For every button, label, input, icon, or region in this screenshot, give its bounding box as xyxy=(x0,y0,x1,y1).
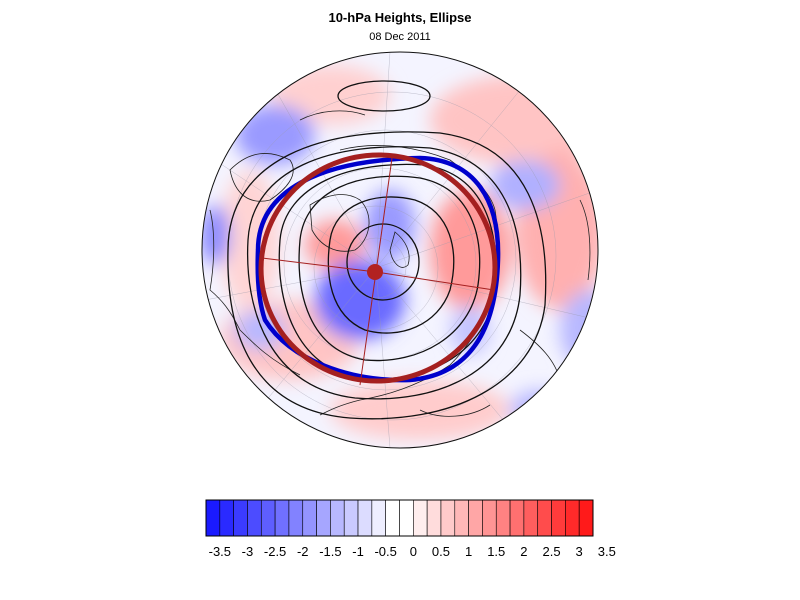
colorbar-cell xyxy=(357,499,373,537)
colorbar-cell xyxy=(233,499,248,537)
colorbar-labels: -3.5 -3 -2.5 -2 -1.5 -1 -0.5 0 0.5 1 1.5 2 2.5 3 3.5 xyxy=(209,544,616,559)
colorbar-tick-label: 1.5 xyxy=(487,544,505,559)
colorbar-cell xyxy=(413,499,428,537)
ellipse-center-marker xyxy=(367,264,383,280)
colorbar-cell xyxy=(551,499,566,537)
colorbar-tick-label: 0.5 xyxy=(432,544,450,559)
colorbar-cells xyxy=(205,499,594,537)
colorbar-tick-label: 3.5 xyxy=(598,544,616,559)
colorbar-tick-label: 0 xyxy=(410,544,417,559)
map-date: 08 Dec 2011 xyxy=(369,31,431,43)
colorbar-cell xyxy=(454,499,469,537)
colorbar-tick-label: 3 xyxy=(576,544,583,559)
map-title: 10-hPa Heights, Ellipse xyxy=(328,10,472,25)
colorbar-cell xyxy=(343,499,359,537)
colorbar-cell xyxy=(205,499,221,537)
colorbar-cell xyxy=(302,499,317,537)
colorbar-cell xyxy=(565,499,580,537)
colorbar-tick-label: -2.5 xyxy=(264,544,286,559)
colorbar-cell xyxy=(523,499,539,537)
colorbar-tick-label: 1 xyxy=(465,544,472,559)
globe-outline xyxy=(201,51,599,449)
colorbar-cell xyxy=(509,499,525,537)
blue-ellipse xyxy=(255,155,501,383)
colorbar-cell xyxy=(399,499,414,537)
colorbar-cell xyxy=(468,499,483,537)
colorbar-tick-label: -0.5 xyxy=(374,544,396,559)
colorbar-cell xyxy=(495,499,511,537)
colorbar-tick-label: -3.5 xyxy=(209,544,231,559)
colorbar-cell xyxy=(371,499,386,537)
colorbar-cell xyxy=(578,499,594,537)
ellipse-axes xyxy=(261,157,495,386)
colorbar-cell xyxy=(316,499,331,537)
colorbar-cell xyxy=(274,499,290,537)
colorbar-cell xyxy=(440,499,456,537)
colorbar-cell xyxy=(288,499,304,537)
red-ellipse xyxy=(258,152,498,384)
colorbar-cell xyxy=(219,499,234,537)
colorbar-tick-label: 2 xyxy=(520,544,527,559)
colorbar-tick-label: -1.5 xyxy=(319,544,341,559)
colorbar-tick-label: -1 xyxy=(352,544,364,559)
colorbar-tick-label: -3 xyxy=(242,544,254,559)
colorbar-cell xyxy=(260,499,276,537)
colorbar-cell xyxy=(247,499,262,537)
colorbar-cell xyxy=(426,499,442,537)
colorbar-cell xyxy=(385,499,400,537)
colorbar-cell xyxy=(330,499,345,537)
colorbar-cell xyxy=(482,499,497,537)
colorbar-tick-label: 2.5 xyxy=(542,544,560,559)
colorbar-outline xyxy=(205,499,594,537)
colorbar-tick-label: -2 xyxy=(297,544,309,559)
colorbar-cell xyxy=(537,499,552,537)
